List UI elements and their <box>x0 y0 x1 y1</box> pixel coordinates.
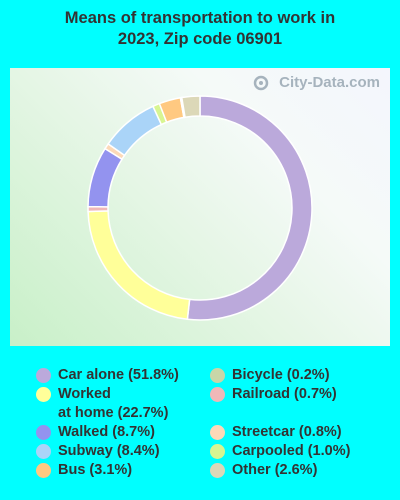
legend-item-bicycle: Bicycle (0.2%) <box>210 366 330 385</box>
legend-label: Streetcar (0.8%) <box>232 424 342 440</box>
legend-item-car-alone: Car alone (51.8%) <box>36 366 179 385</box>
slice-worked-at-home <box>87 210 191 321</box>
legend: Car alone (51.8%) Worked at home (22.7%) W… <box>0 366 400 496</box>
legend-item-streetcar: Streetcar (0.8%) <box>210 423 342 442</box>
legend-swatch <box>210 425 225 440</box>
watermark: City-Data.com <box>253 74 380 91</box>
legend-label: Railroad (0.7%) <box>232 386 337 402</box>
legend-label: Carpooled (1.0%) <box>232 443 351 459</box>
legend-label: Walked (8.7%) <box>58 424 155 440</box>
legend-label: Worked at home (22.7%) <box>58 386 169 421</box>
slice-subway <box>107 105 163 157</box>
legend-label: Car alone (51.8%) <box>58 367 179 383</box>
legend-item-carpooled: Carpooled (1.0%) <box>210 442 350 461</box>
legend-label: Bicycle (0.2%) <box>232 367 330 383</box>
legend-label: Subway (8.4%) <box>58 443 160 459</box>
legend-label: Bus (3.1%) <box>58 462 133 478</box>
legend-swatch <box>36 387 51 402</box>
legend-swatch <box>36 463 51 478</box>
legend-swatch <box>36 425 51 440</box>
legend-swatch <box>210 368 225 383</box>
legend-swatch <box>210 387 225 402</box>
legend-item-subway: Subway (8.4%) <box>36 442 160 461</box>
legend-item-other: Other (2.6%) <box>210 461 317 480</box>
watermark-text: City-Data.com <box>279 74 380 91</box>
slice-other <box>180 95 201 119</box>
legend-item-railroad: Railroad (0.7%) <box>210 385 337 404</box>
legend-item-walked: Walked (8.7%) <box>36 423 155 442</box>
legend-swatch <box>210 444 225 459</box>
legend-swatch <box>36 444 51 459</box>
magnifier-icon <box>253 75 269 90</box>
legend-swatch <box>36 368 51 383</box>
slice-car-alone <box>186 95 313 321</box>
chart-title: Means of transportation to work in 2023,… <box>64 9 336 48</box>
donut-chart <box>87 95 313 321</box>
legend-item-bus: Bus (3.1%) <box>36 461 132 480</box>
slice-walked <box>87 147 124 208</box>
legend-swatch <box>210 463 225 478</box>
legend-label: Other (2.6%) <box>232 462 318 478</box>
chart-panel: City-Data.com <box>10 68 390 346</box>
legend-item-worked-at-home: Worked at home (22.7%) <box>36 385 168 423</box>
